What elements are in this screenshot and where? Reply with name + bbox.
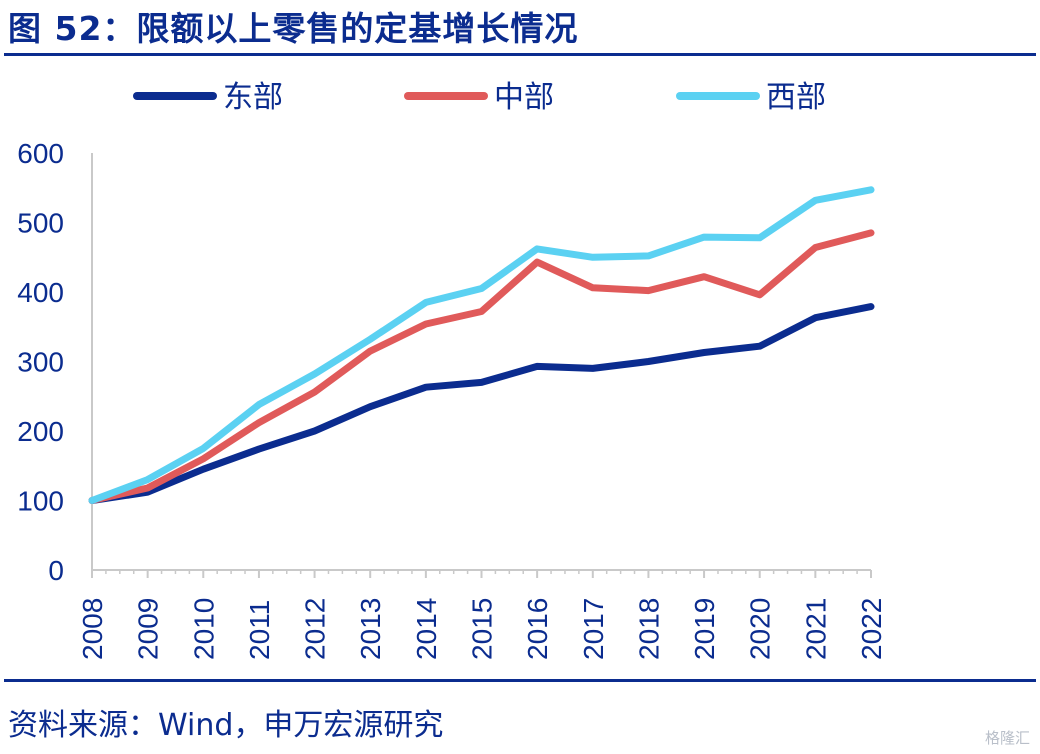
- series-line-1: [88, 303, 875, 504]
- chart-series: [88, 186, 875, 504]
- legend-label: 中部: [494, 80, 554, 115]
- x-axis: 2008 2009 2010 2011 2012 2013 2014 2015 2016 2017…: [77, 569, 887, 660]
- x-tick-label: 2013: [355, 598, 386, 660]
- x-tick-label: 2021: [800, 598, 831, 660]
- y-tick-label: 400: [17, 277, 64, 308]
- y-tick-label: 300: [17, 347, 64, 378]
- x-tick-label: 2015: [467, 598, 498, 660]
- x-tick-label: 2022: [856, 598, 887, 660]
- x-tick-label: 2018: [633, 598, 664, 660]
- watermark: 格隆汇: [984, 729, 1030, 747]
- y-tick-label: 0: [48, 555, 64, 586]
- x-tick-label: 2011: [244, 600, 275, 660]
- figure-title: 图 52：限额以上零售的定基增长情况: [8, 9, 579, 48]
- y-tick-label: 100: [17, 486, 64, 517]
- y-axis: 0 100 200 300 400 500 600: [17, 138, 93, 586]
- y-tick-label: 600: [17, 138, 64, 169]
- legend-label: 西部: [766, 80, 826, 115]
- x-tick-label: 2017: [578, 598, 609, 660]
- x-tick-label: 2014: [411, 598, 442, 660]
- x-tick-label: 2020: [745, 598, 776, 660]
- x-tick-label: 2009: [133, 598, 164, 660]
- legend-label: 东部: [223, 80, 283, 115]
- x-tick-label: 2008: [77, 598, 108, 660]
- x-tick-label: 2012: [300, 598, 331, 660]
- series-line-3: [88, 186, 875, 504]
- title-divider: [4, 53, 1036, 56]
- chart-legend: 东部 中部 西部: [133, 80, 826, 115]
- footer-divider: [4, 679, 1036, 682]
- x-tick-label: 2010: [188, 598, 219, 660]
- y-tick-label: 500: [17, 208, 64, 239]
- x-tick-label: 2016: [522, 598, 553, 660]
- series-line-2: [88, 229, 875, 504]
- x-tick-label: 2019: [689, 598, 720, 660]
- y-tick-label: 200: [17, 416, 64, 447]
- source-note: 资料来源：Wind，申万宏源研究: [8, 708, 444, 743]
